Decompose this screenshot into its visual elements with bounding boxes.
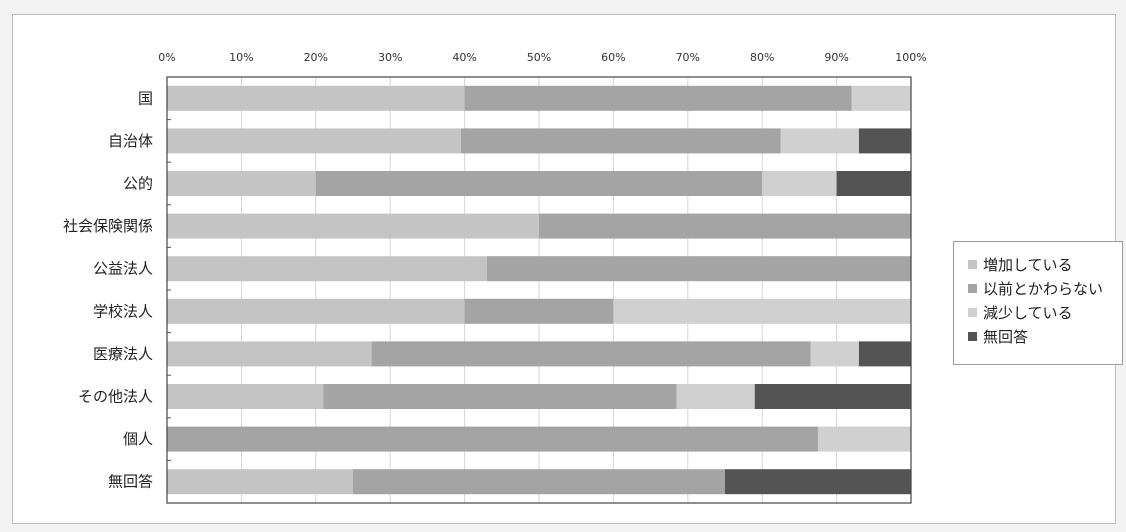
legend-label: 増加している (983, 255, 1073, 274)
stacked-bar-chart: 0% 10% 20% 30% 40% 50% 60% 70% 80% 90% 100% 国自治体公的社… (63, 51, 927, 504)
bar-segment (810, 341, 859, 367)
x-tick-label: 50% (527, 51, 551, 64)
bar-segment (754, 384, 911, 409)
legend-item: 無回答 (968, 324, 1122, 348)
bar-segment (167, 469, 353, 495)
bar-segment (167, 85, 465, 111)
bar-segment (167, 171, 316, 196)
legend-item: 減少している (968, 300, 1122, 324)
bar-segment (676, 384, 755, 409)
category-label: 医療法人 (93, 345, 153, 363)
x-tick-label: 90% (824, 51, 848, 64)
legend-swatch (968, 331, 977, 341)
x-tick-label: 60% (601, 51, 625, 64)
category-label: 自治体 (108, 132, 153, 150)
x-tick-label: 70% (676, 51, 700, 64)
bar-segment (725, 469, 911, 495)
bar-segment (167, 298, 465, 324)
category-label: その他法人 (78, 388, 153, 406)
plot-border (166, 76, 912, 504)
legend-item: 以前とかわらない (968, 276, 1122, 300)
bar-segment (762, 171, 837, 196)
bar-segment (167, 341, 372, 367)
bar-segment (460, 128, 781, 154)
chart-frame: 0% 10% 20% 30% 40% 50% 60% 70% 80% 90% 100% 国自治体公的社… (12, 14, 1123, 524)
x-tick-label: 100% (895, 51, 926, 64)
category-label: 国 (138, 89, 153, 107)
bar-segment (315, 171, 763, 196)
bar-segment (613, 298, 911, 324)
x-tick-label: 80% (750, 51, 774, 64)
bar-segment (464, 85, 852, 111)
bar-segment (167, 384, 324, 409)
x-tick-label: 10% (229, 51, 253, 64)
bar-segment (353, 469, 725, 495)
category-label: 無回答 (108, 473, 153, 491)
bar-segment (167, 256, 487, 282)
bar-segment (167, 426, 818, 452)
legend-swatch (968, 283, 977, 293)
category-label: 学校法人 (93, 302, 153, 320)
legend-label: 以前とかわらない (983, 279, 1104, 298)
bar-segment (371, 341, 811, 367)
legend-swatch (968, 307, 977, 317)
x-tick-label: 20% (304, 51, 328, 64)
category-label: 社会保険関係 (63, 217, 153, 235)
legend-swatch (968, 259, 977, 269)
bar-segment (818, 426, 911, 452)
legend: 増加している以前とかわらない 減少している 無回答 (953, 241, 1123, 365)
bar-segment (323, 384, 677, 409)
bar-segment (858, 128, 911, 154)
legend-item: 増加している (968, 252, 1122, 276)
bar-segment (167, 213, 539, 239)
bar-segment (780, 128, 859, 154)
bar-segment (167, 128, 461, 154)
category-label: 公的 (123, 175, 153, 193)
category-label: 公益法人 (93, 260, 153, 278)
bar-segment (539, 213, 911, 239)
bar-segment (464, 298, 614, 324)
bar-segment (858, 341, 911, 367)
bar-segment (851, 85, 911, 111)
legend-label: 無回答 (983, 327, 1029, 346)
x-tick-label: 30% (378, 51, 402, 64)
x-tick-label: 0% (158, 51, 175, 64)
x-tick-label: 40% (452, 51, 476, 64)
category-label: 個人 (123, 430, 153, 448)
legend-label: 減少している (983, 303, 1073, 322)
bar-segment (486, 256, 911, 282)
bar-segment (836, 171, 911, 196)
